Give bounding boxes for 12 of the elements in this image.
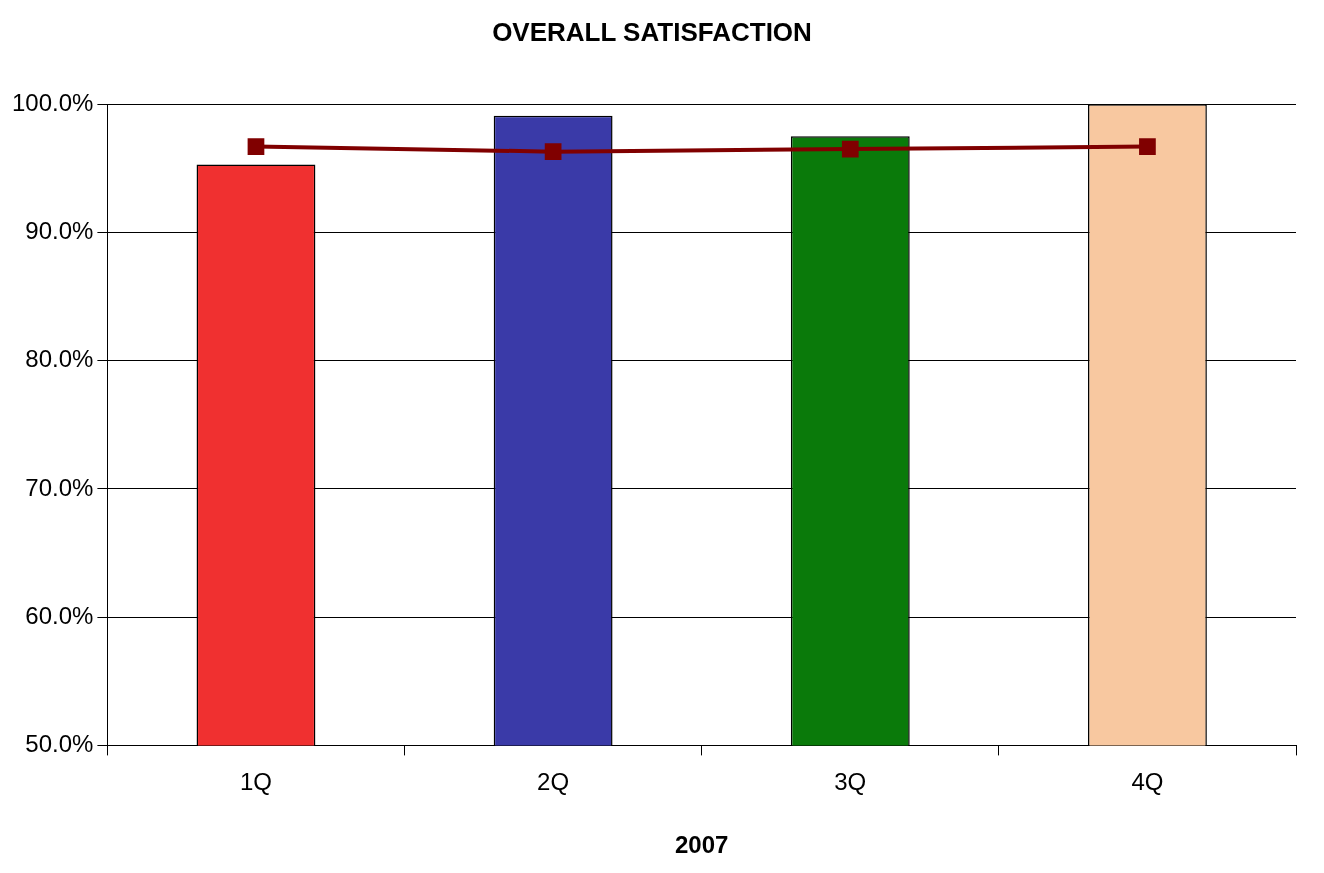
y-tick-label: 80.0% <box>25 345 94 373</box>
y-tick-label: 100.0% <box>11 88 94 116</box>
y-tick-label: 50.0% <box>25 730 94 758</box>
y-tick-label: 90.0% <box>25 217 94 245</box>
x-tick-label: 1Q <box>239 768 272 796</box>
x-tick-label: 4Q <box>1131 768 1164 796</box>
y-tick-label: 60.0% <box>25 601 94 629</box>
y-tick-label: 70.0% <box>25 473 94 501</box>
chart-title: OVERALL SATISFACTION <box>492 16 812 47</box>
x-tick-label: 2Q <box>537 768 570 796</box>
x-axis-title: 2007 <box>675 831 729 859</box>
x-tick-label: 3Q <box>834 768 867 796</box>
